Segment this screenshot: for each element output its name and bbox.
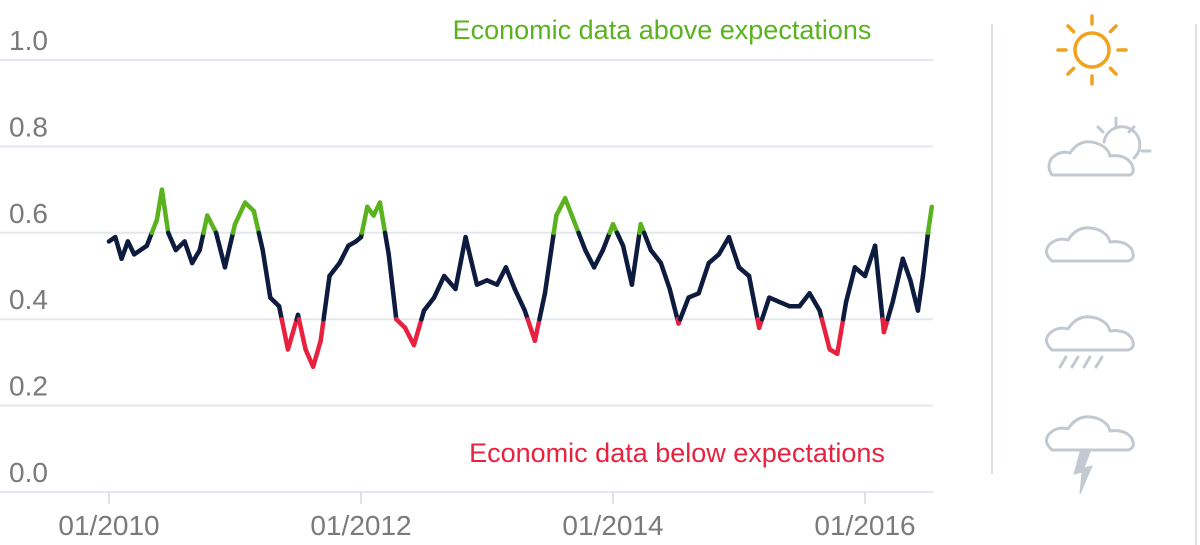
series-segment	[925, 204, 935, 236]
series-segment	[537, 291, 548, 322]
y-axis: 0.0 0.2 0.4 0.6 0.8 1.0	[9, 25, 48, 488]
series-segment	[296, 316, 308, 352]
series-segment	[819, 316, 832, 352]
series-segment	[532, 316, 542, 344]
series-segment	[494, 265, 509, 287]
series-segment	[696, 260, 712, 296]
series-segment	[205, 213, 219, 236]
series-segment	[915, 273, 926, 313]
series-segment	[144, 230, 155, 249]
series-segment	[165, 230, 179, 253]
series-segment	[920, 230, 931, 279]
series-segment	[431, 273, 447, 300]
y-tick-label: 0.8	[9, 111, 48, 142]
series-segment	[279, 316, 291, 352]
series-segment	[562, 195, 578, 227]
series-segment	[591, 247, 606, 270]
series-segment	[463, 234, 480, 287]
series-segment	[716, 234, 732, 257]
series-segment	[890, 256, 906, 305]
series-segment	[131, 243, 150, 257]
series-segment	[746, 273, 760, 322]
y-tick-label: 0.6	[9, 198, 48, 229]
annotation-below: Economic data below expectations	[469, 438, 885, 468]
series-segment	[667, 286, 680, 322]
sun-icon	[1056, 14, 1128, 86]
series-segment	[232, 200, 248, 227]
series-segment	[554, 195, 568, 218]
x-tick-label: 01/2010	[58, 510, 159, 541]
series-segment	[576, 230, 588, 253]
series-segment	[512, 286, 528, 313]
series-segment	[600, 230, 612, 253]
series-segment	[359, 204, 370, 236]
y-tick-label: 1.0	[9, 25, 48, 56]
series-segment	[327, 260, 342, 279]
x-axis: 01/2010 01/2012 01/2014 01/2016	[58, 492, 916, 541]
series-segment	[421, 295, 437, 313]
series-segment	[337, 243, 351, 266]
series-segment	[213, 230, 228, 270]
series-segment	[900, 256, 913, 283]
y-tick-label: 0.4	[9, 284, 48, 315]
series-segment	[542, 230, 557, 296]
series-segment	[189, 247, 202, 266]
series-segment	[386, 252, 399, 322]
cloud-icon	[1045, 226, 1135, 263]
series-segment	[759, 295, 772, 322]
series-line	[106, 187, 935, 369]
series-segment	[453, 234, 468, 292]
series-segment	[503, 265, 517, 292]
series-segment	[182, 239, 195, 266]
x-tick-label: 01/2016	[814, 510, 915, 541]
series-segment	[310, 338, 323, 369]
storm-cloud-icon	[1045, 415, 1135, 495]
series-segment	[620, 243, 635, 287]
series-segment	[641, 230, 654, 253]
series-segment	[321, 273, 332, 322]
series-segment	[840, 299, 849, 322]
grid-layer	[0, 59, 933, 493]
series-segment	[677, 295, 691, 322]
series-segment	[260, 247, 273, 300]
series-segment	[149, 217, 160, 236]
series-segment	[411, 316, 424, 348]
series-segment	[843, 265, 858, 305]
series-segment	[377, 200, 388, 236]
series-segment	[807, 291, 822, 313]
y-tick-label: 0.0	[9, 457, 48, 488]
series-segment	[658, 260, 672, 292]
series-segment	[551, 213, 559, 236]
series-segment	[159, 187, 171, 236]
series-segment	[583, 247, 597, 270]
series-segment	[797, 291, 812, 309]
series-segment	[614, 230, 626, 249]
series-segment	[125, 239, 137, 257]
series-segment	[222, 230, 236, 270]
series-segment	[197, 230, 206, 253]
y-tick-label: 0.2	[9, 371, 48, 402]
series-segment	[835, 316, 846, 357]
series-segment	[885, 299, 895, 322]
x-tick-label: 01/2012	[310, 510, 411, 541]
series-segment	[256, 230, 265, 253]
partly-cloudy-icon	[1047, 116, 1152, 177]
series-segment	[251, 208, 262, 236]
series-segment	[872, 243, 885, 322]
series-segment	[629, 230, 642, 287]
x-tick-label: 01/2014	[562, 510, 663, 541]
series-segment	[285, 316, 299, 352]
series-segment	[441, 273, 458, 292]
series-segment	[318, 316, 326, 344]
rain-cloud-icon	[1045, 315, 1135, 369]
annotation-above: Economic data above expectations	[453, 15, 872, 45]
series-segment	[382, 230, 391, 257]
series-segment	[726, 234, 742, 270]
series-segment	[648, 247, 664, 266]
